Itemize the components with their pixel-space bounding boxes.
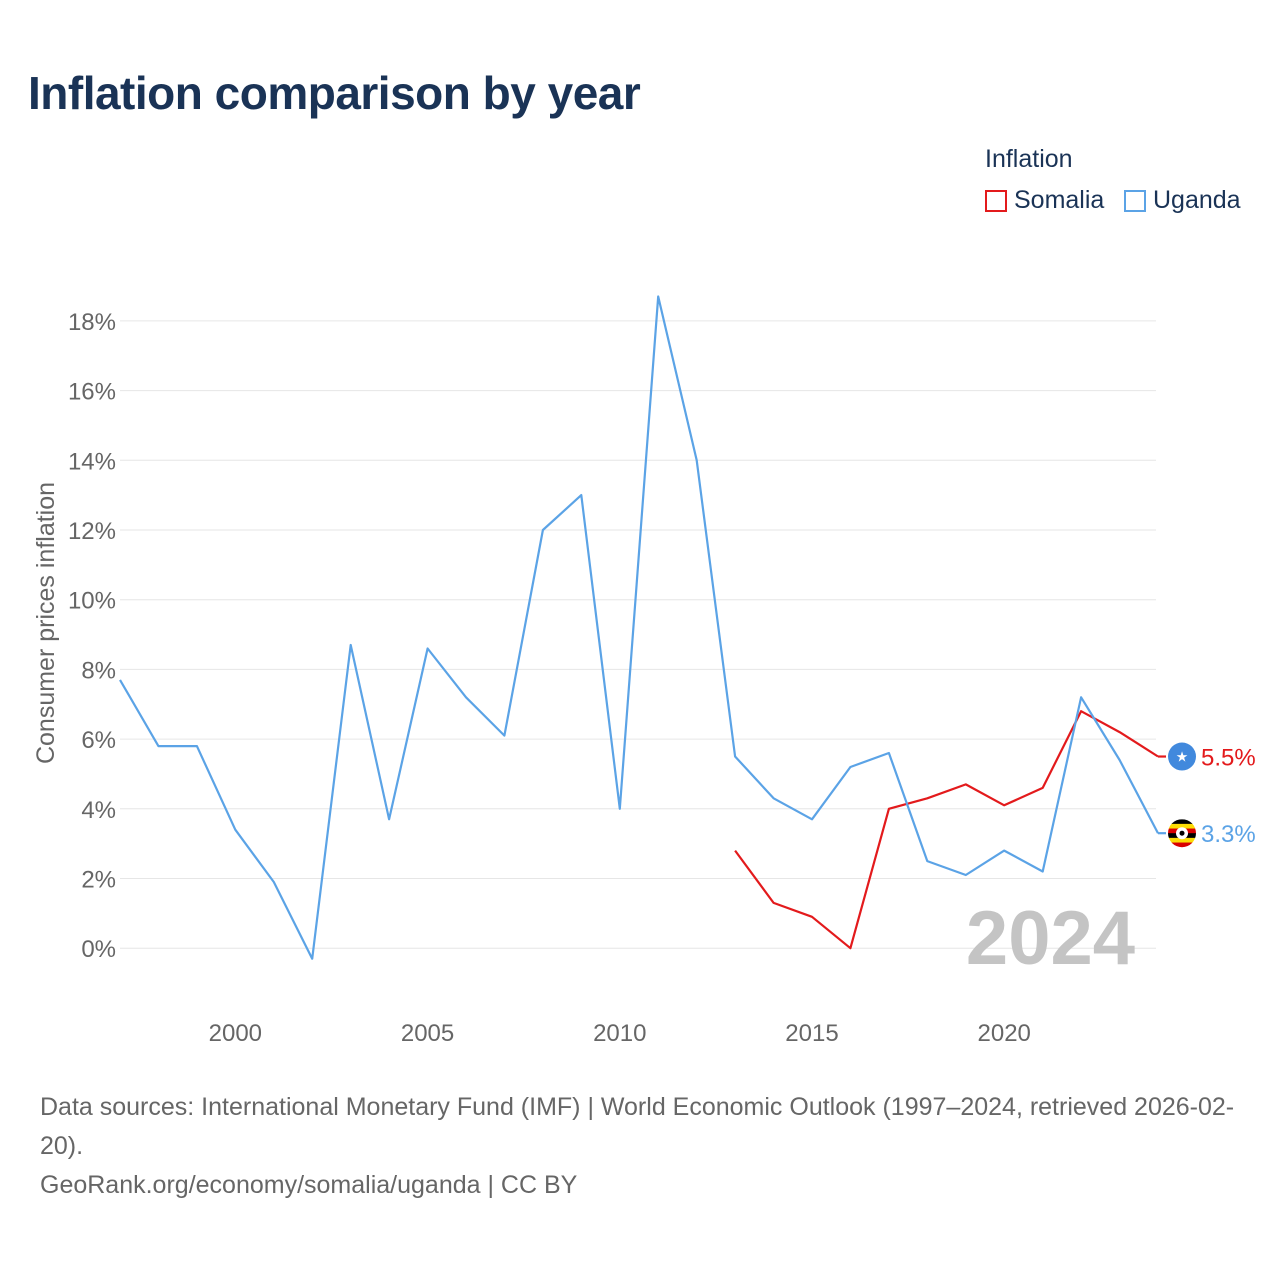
legend-title: Inflation (985, 145, 1073, 173)
y-tick-label: 14% (68, 448, 116, 475)
y-tick-label: 2% (81, 867, 116, 894)
y-tick-label: 6% (81, 727, 116, 754)
legend-swatch-uganda (1124, 189, 1146, 212)
x-tick-label: 2010 (593, 1020, 646, 1047)
series-line-somalia[interactable] (734, 710, 1159, 950)
legend-label-somalia: Somalia (1014, 186, 1105, 214)
series-lines: ★ 5.5% 3.3% (119, 295, 1256, 960)
end-value-label-somalia: 5.5% (1201, 745, 1256, 772)
legend-label-uganda: Uganda (1153, 186, 1241, 214)
y-tick-label: 18% (68, 309, 116, 336)
x-tick-label: 2015 (785, 1020, 838, 1047)
y-tick-label: 0% (81, 936, 116, 963)
series-line-uganda[interactable] (119, 295, 1159, 960)
chart-title: Inflation comparison by year (28, 67, 641, 119)
grid-lines (120, 320, 1156, 949)
x-tick-label: 2005 (401, 1020, 454, 1047)
somalia-flag-icon: ★ (1168, 742, 1196, 771)
y-tick-label: 8% (81, 657, 116, 684)
legend-item-somalia[interactable]: Somalia (985, 186, 1104, 215)
y-tick-label: 16% (68, 379, 116, 406)
y-axis-label: Consumer prices inflation (32, 482, 60, 764)
svg-text:★: ★ (1176, 750, 1189, 766)
y-tick-label: 4% (81, 797, 116, 824)
x-axis-ticks: 2000 2005 2010 2015 2020 (209, 1020, 1031, 1047)
uganda-flag-icon (1168, 819, 1196, 848)
x-tick-label: 2020 (978, 1020, 1031, 1047)
y-axis-ticks: 0% 2% 4% 6% 8% 10% 12% 14% 16% 18% (68, 309, 116, 963)
footer-sources: Data sources: International Monetary Fun… (40, 1093, 1235, 1160)
end-value-label-uganda: 3.3% (1201, 821, 1256, 848)
footer-attribution: GeoRank.org/economy/somalia/uganda | CC … (40, 1171, 578, 1199)
y-tick-label: 10% (68, 588, 116, 615)
x-tick-label: 2000 (209, 1020, 262, 1047)
footer: Data sources: International Monetary Fun… (40, 1088, 1250, 1205)
legend-swatch-somalia (985, 189, 1007, 212)
year-watermark: 2024 (966, 896, 1135, 981)
y-tick-label: 12% (68, 518, 116, 545)
legend-item-uganda[interactable]: Uganda (1124, 186, 1241, 215)
